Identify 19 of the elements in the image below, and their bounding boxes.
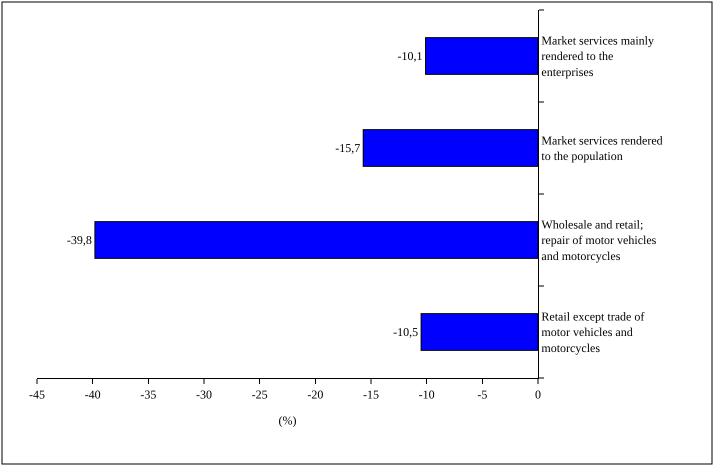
x-tick-label: -15 bbox=[363, 387, 379, 402]
x-tick-label: 0 bbox=[535, 387, 541, 402]
y-tick-label: Market services mainly rendered to the enterprises bbox=[541, 34, 654, 79]
data-label: -10,1 bbox=[398, 49, 423, 63]
x-tick-label: -35 bbox=[140, 387, 156, 402]
x-tick-label: -45 bbox=[29, 387, 45, 402]
y-tick-label: Retail except trade of motor vehicles and motorcycles bbox=[541, 310, 644, 355]
data-label: -10,5 bbox=[393, 325, 418, 339]
x-tick-label: -5 bbox=[477, 387, 488, 402]
x-tick-label: -20 bbox=[307, 387, 324, 402]
x-tick-label: -25 bbox=[252, 387, 268, 402]
y-tick-label: Market services rendered to the population bbox=[541, 133, 663, 163]
data-label: -39,8 bbox=[66, 233, 92, 247]
x-tick-label: -30 bbox=[196, 387, 212, 402]
x-tick-label: -10 bbox=[418, 387, 435, 402]
data-label: -15,7 bbox=[335, 141, 360, 155]
y-tick-label: Wholesale and retail; repair of motor vehicles and motorcycles bbox=[541, 218, 657, 263]
x-tick-label: -40 bbox=[84, 387, 101, 402]
x-axis-title: (%) bbox=[278, 413, 296, 428]
